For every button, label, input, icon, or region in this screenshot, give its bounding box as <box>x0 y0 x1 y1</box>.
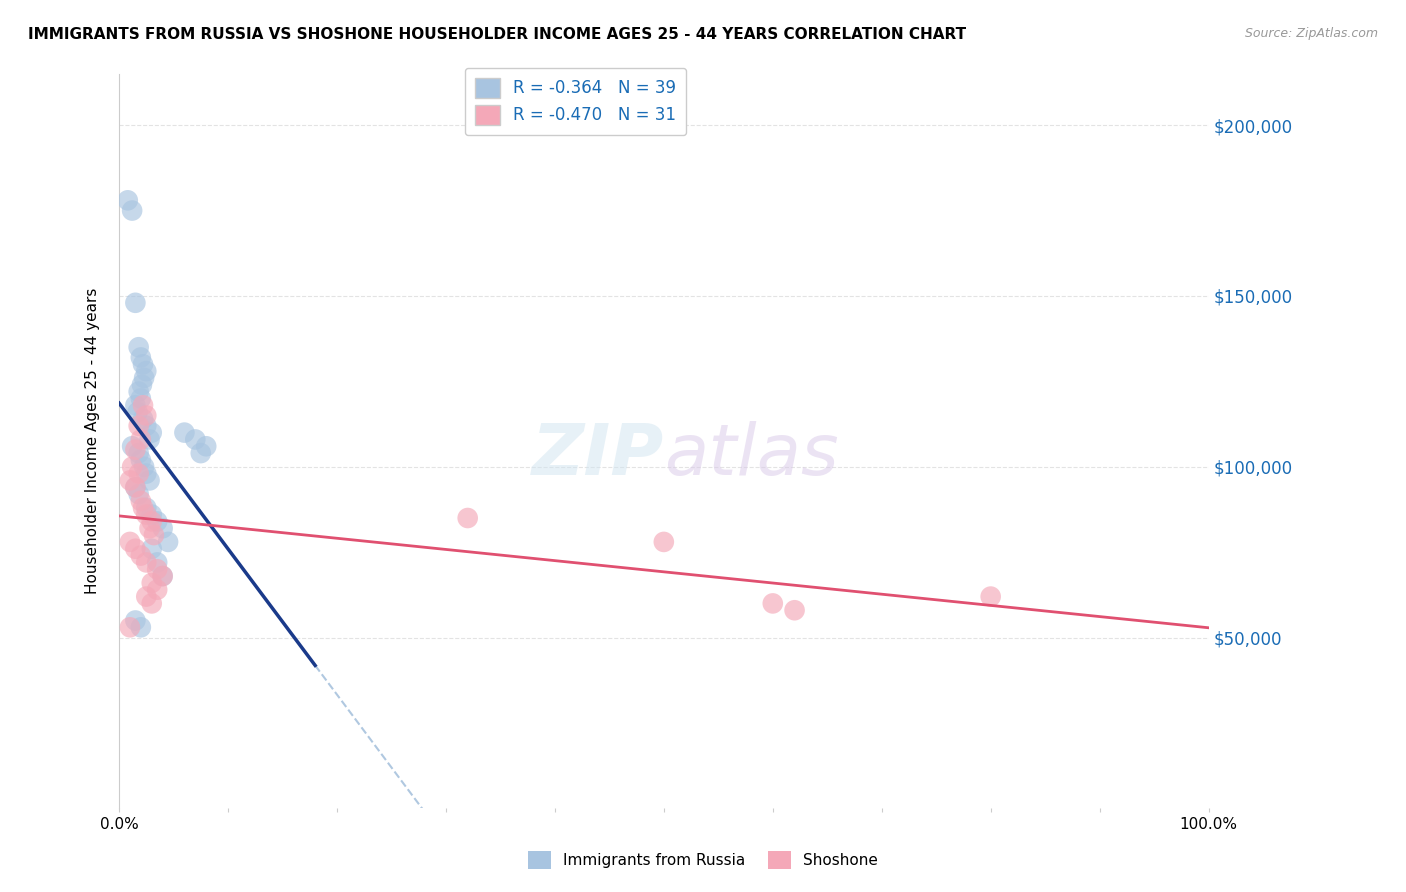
Text: IMMIGRANTS FROM RUSSIA VS SHOSHONE HOUSEHOLDER INCOME AGES 25 - 44 YEARS CORRELA: IMMIGRANTS FROM RUSSIA VS SHOSHONE HOUSE… <box>28 27 966 42</box>
Point <box>132 398 155 412</box>
Legend: Immigrants from Russia, Shoshone: Immigrants from Russia, Shoshone <box>522 845 884 875</box>
Point <box>124 541 146 556</box>
Point <box>146 562 169 576</box>
Point <box>128 467 150 481</box>
Point <box>783 603 806 617</box>
Point <box>135 467 157 481</box>
Point <box>141 541 163 556</box>
Point <box>128 446 150 460</box>
Point <box>124 398 146 412</box>
Point <box>132 371 155 385</box>
Point <box>132 500 155 515</box>
Text: atlas: atlas <box>664 421 838 491</box>
Legend: R = -0.364   N = 39, R = -0.470   N = 31: R = -0.364 N = 39, R = -0.470 N = 31 <box>465 68 686 135</box>
Point <box>141 575 163 590</box>
Point <box>124 442 146 457</box>
Point <box>135 500 157 515</box>
Point <box>131 377 153 392</box>
Point <box>190 446 212 460</box>
Point <box>135 508 157 522</box>
Point <box>146 515 169 529</box>
Point <box>135 409 157 423</box>
Point <box>129 620 152 634</box>
Point <box>141 508 163 522</box>
Point <box>173 425 195 440</box>
Point <box>128 418 150 433</box>
Point <box>124 614 146 628</box>
Point <box>138 474 160 488</box>
Point <box>152 569 174 583</box>
Point <box>121 459 143 474</box>
Point <box>152 569 174 583</box>
Point <box>195 439 218 453</box>
Point <box>118 535 141 549</box>
Point <box>132 459 155 474</box>
Point <box>129 453 152 467</box>
Point <box>132 357 155 371</box>
Point <box>138 521 160 535</box>
Point <box>118 620 141 634</box>
Point <box>146 582 169 597</box>
Point <box>146 556 169 570</box>
Point <box>141 515 163 529</box>
Point <box>128 340 150 354</box>
Point <box>117 194 139 208</box>
Point <box>135 590 157 604</box>
Point <box>129 351 152 365</box>
Point <box>135 418 157 433</box>
Point <box>457 511 479 525</box>
Point <box>135 556 157 570</box>
Point <box>128 384 150 399</box>
Point <box>652 535 675 549</box>
Point <box>141 425 163 440</box>
Point <box>762 596 785 610</box>
Text: Source: ZipAtlas.com: Source: ZipAtlas.com <box>1244 27 1378 40</box>
Text: ZIP: ZIP <box>531 421 664 491</box>
Point <box>124 295 146 310</box>
Point <box>124 480 146 494</box>
Point <box>127 405 149 419</box>
Point <box>124 480 146 494</box>
Point <box>129 494 152 508</box>
Point <box>132 412 155 426</box>
Y-axis label: Householder Income Ages 25 - 44 years: Householder Income Ages 25 - 44 years <box>86 288 100 594</box>
Point <box>121 203 143 218</box>
Point <box>129 549 152 563</box>
Point <box>135 364 157 378</box>
Point <box>157 535 180 549</box>
Point <box>142 528 165 542</box>
Point <box>129 392 152 406</box>
Point <box>121 439 143 453</box>
Point <box>118 474 141 488</box>
Point <box>184 433 207 447</box>
Point <box>129 433 152 447</box>
Point <box>138 433 160 447</box>
Point <box>128 487 150 501</box>
Point <box>152 521 174 535</box>
Point <box>141 596 163 610</box>
Point <box>980 590 1002 604</box>
